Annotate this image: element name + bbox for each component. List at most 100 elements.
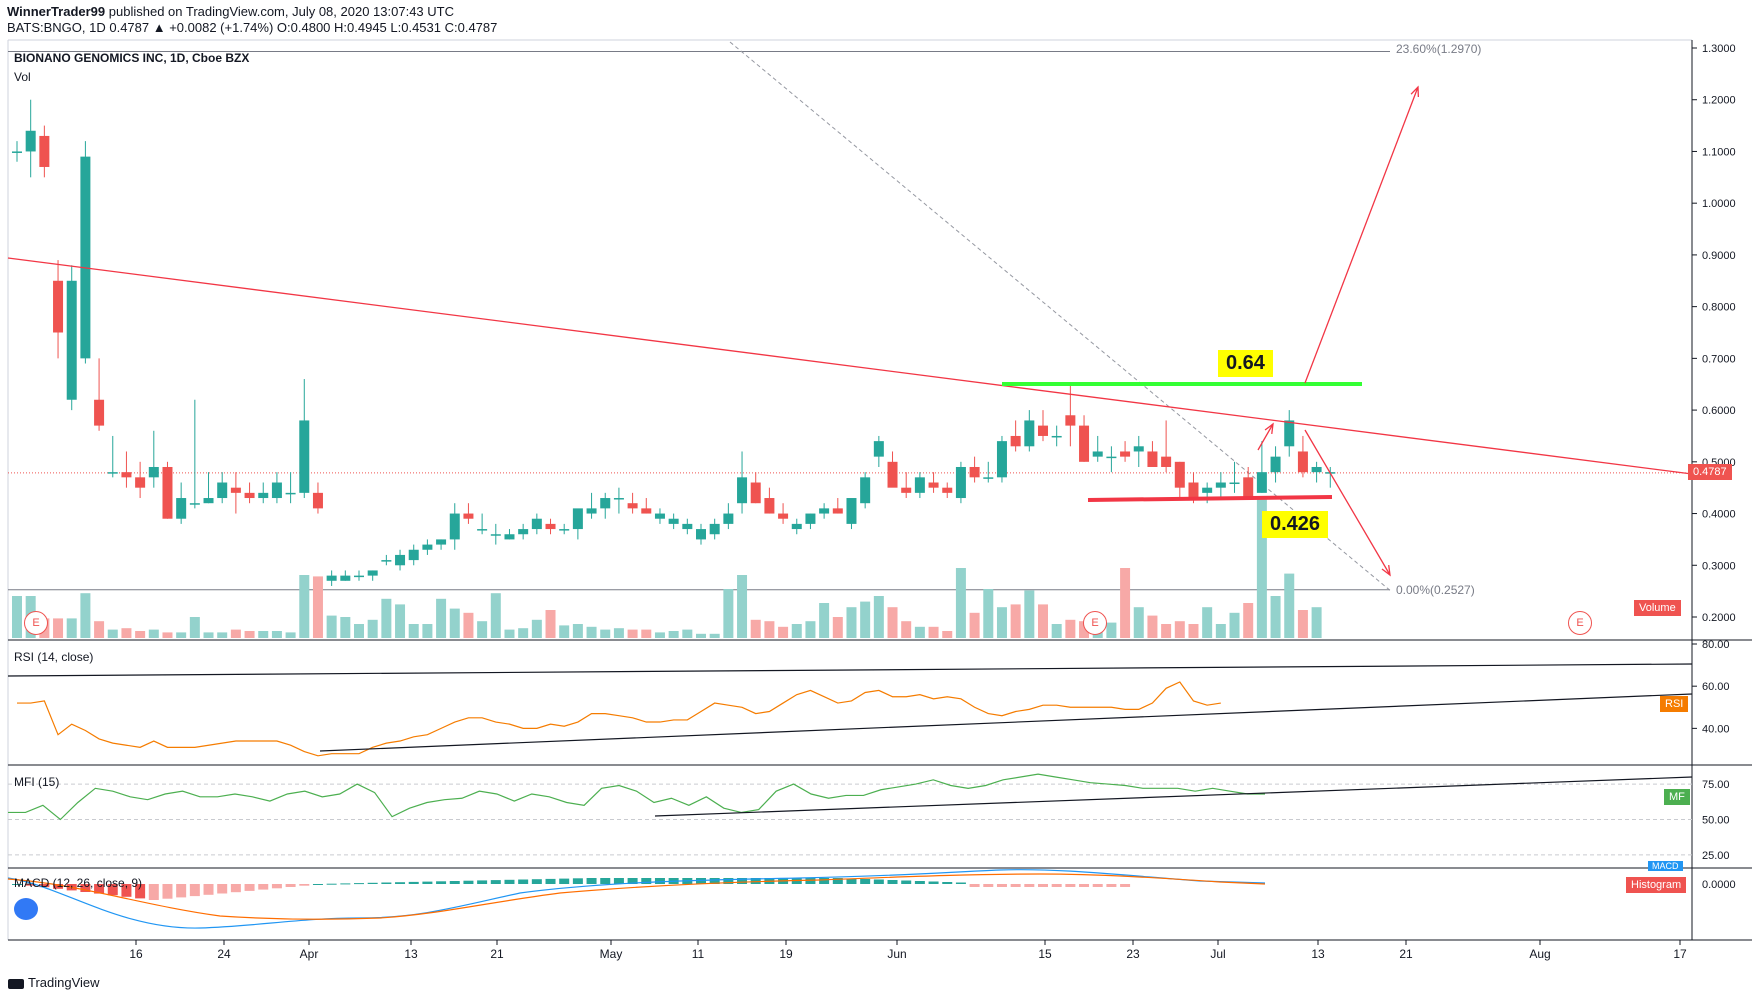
macd-hist-bar-22 bbox=[312, 884, 323, 885]
volume-bar-45 bbox=[627, 629, 638, 638]
volume-bar-16 bbox=[230, 629, 241, 638]
time-tick-label-4: 21 bbox=[490, 947, 504, 961]
candle-body-69 bbox=[955, 466, 966, 499]
candle-body-12 bbox=[176, 498, 187, 519]
candle-body-27 bbox=[381, 560, 392, 562]
volume-bar-52 bbox=[723, 589, 734, 638]
ohlc-values: O:0.4800 H:0.4945 L:0.4531 C:0.4787 bbox=[276, 20, 498, 35]
earnings-badge-1[interactable]: E bbox=[24, 611, 48, 635]
macd-hist-bar-37 bbox=[518, 879, 529, 884]
volume-bar-63 bbox=[873, 596, 884, 638]
macd-hist-bar-7 bbox=[107, 884, 118, 896]
candle-body-9 bbox=[135, 477, 146, 488]
volume-bar-46 bbox=[641, 629, 652, 638]
macd-hist-bar-28 bbox=[395, 882, 406, 884]
volume-bar-18 bbox=[258, 631, 269, 638]
macd-hist-bar-66 bbox=[914, 881, 925, 884]
price-tag: 0.4787 bbox=[1688, 464, 1732, 480]
time-tick-label-12: 13 bbox=[1311, 947, 1325, 961]
author-name[interactable]: WinnerTrader99 bbox=[7, 4, 106, 19]
candle-body-38 bbox=[531, 518, 542, 530]
candle-body-40 bbox=[559, 529, 570, 531]
volume-bar-25 bbox=[354, 624, 364, 638]
volume-bar-38 bbox=[531, 619, 542, 638]
macd-hist-bar-75 bbox=[1038, 884, 1048, 887]
volume-bar-56 bbox=[778, 626, 789, 638]
projection-arrowhead-2 bbox=[1381, 565, 1391, 577]
volume-bar-42 bbox=[586, 626, 597, 638]
candle-body-71 bbox=[983, 477, 994, 479]
candle-body-10 bbox=[148, 466, 159, 478]
volume-bar-59 bbox=[819, 603, 830, 638]
price-tick-label-0: 1.3000 bbox=[1702, 43, 1736, 55]
published-text: published on TradingView.com, July 08, 2… bbox=[108, 4, 454, 19]
earnings-badge-2[interactable]: E bbox=[1083, 611, 1107, 635]
volume-bar-74 bbox=[1024, 590, 1035, 638]
volume-bar-93 bbox=[1284, 573, 1295, 638]
earnings-badge-3[interactable]: E bbox=[1568, 611, 1592, 635]
candle-body-31 bbox=[436, 539, 447, 545]
histogram-tag: Histogram bbox=[1626, 877, 1687, 893]
macd-line bbox=[7, 869, 1266, 929]
time-tick-label-15: 17 bbox=[1673, 947, 1687, 961]
volume-bar-89 bbox=[1229, 612, 1240, 638]
macd-hist-bar-81 bbox=[1120, 884, 1131, 887]
macd-hist-bar-3 bbox=[53, 884, 64, 889]
candle-body-66 bbox=[914, 477, 925, 493]
volume-bar-44 bbox=[613, 628, 624, 638]
macd-hist-bar-40 bbox=[559, 878, 570, 884]
macd-hist-bar-63 bbox=[873, 879, 884, 884]
publish-line: WinnerTrader99 published on TradingView.… bbox=[7, 4, 454, 19]
rsi-tick-label-0: 80.00 bbox=[1702, 639, 1730, 651]
macd-hist-bar-15 bbox=[217, 884, 228, 894]
candle-body-2 bbox=[39, 135, 50, 167]
volume-bar-65 bbox=[901, 621, 912, 638]
macd-hist-bar-9 bbox=[135, 884, 146, 899]
candle-body-63 bbox=[873, 441, 884, 457]
candle-body-48 bbox=[668, 518, 679, 524]
macd-hist-bar-2 bbox=[39, 884, 50, 888]
volume-bar-28 bbox=[395, 604, 406, 638]
volume-bar-61 bbox=[846, 607, 857, 638]
volume-bar-39 bbox=[545, 610, 556, 638]
macd-hist-bar-78 bbox=[1079, 884, 1090, 887]
price-tick-label-5: 0.8000 bbox=[1702, 302, 1736, 314]
volume-bar-32 bbox=[449, 608, 460, 638]
candle-body-30 bbox=[422, 544, 433, 550]
price-tick-label-6: 0.7000 bbox=[1702, 353, 1736, 365]
support-level-line bbox=[1087, 495, 1333, 502]
volume-bar-47 bbox=[654, 632, 665, 638]
volume-bar-55 bbox=[764, 621, 775, 638]
candle-body-35 bbox=[490, 534, 501, 536]
macd-hist-bar-41 bbox=[572, 878, 583, 884]
volume-bar-34 bbox=[477, 621, 488, 638]
annotation-resistance: 0.64 bbox=[1218, 350, 1273, 377]
price-tick-label-2: 1.1000 bbox=[1702, 146, 1736, 158]
ticker-line: BATS:BNGO, 1D 0.4787 ▲ +0.0082 (+1.74%) … bbox=[7, 20, 497, 35]
volume-bar-81 bbox=[1120, 568, 1131, 638]
candle-body-75 bbox=[1038, 425, 1048, 436]
candle-body-64 bbox=[887, 461, 898, 488]
mfi-trendline bbox=[654, 776, 1693, 817]
candle-body-92 bbox=[1270, 456, 1281, 473]
macd-hist-bar-72 bbox=[996, 884, 1007, 887]
macd-tick-label-0: 0.0000 bbox=[1702, 879, 1736, 891]
volume-bar-80 bbox=[1106, 622, 1117, 638]
volume-bar-92 bbox=[1270, 596, 1281, 638]
tradingview-logo-icon[interactable] bbox=[14, 898, 38, 920]
candle-body-28 bbox=[395, 554, 406, 566]
macd-signal-line bbox=[7, 873, 1266, 920]
candle-body-89 bbox=[1229, 482, 1240, 485]
candle-body-8 bbox=[121, 472, 132, 478]
macd-hist-bar-73 bbox=[1010, 884, 1021, 887]
projection-arrowhead-1 bbox=[1264, 422, 1274, 435]
macd-hist-bar-68 bbox=[942, 882, 953, 884]
macd-hist-bar-62 bbox=[860, 879, 871, 884]
price-tick-label-3: 1.0000 bbox=[1702, 198, 1736, 210]
candle-body-43 bbox=[600, 498, 611, 509]
volume-bar-75 bbox=[1038, 604, 1048, 638]
candle-body-60 bbox=[832, 508, 843, 514]
volume-bar-26 bbox=[367, 619, 378, 638]
candle-body-78 bbox=[1079, 425, 1090, 462]
